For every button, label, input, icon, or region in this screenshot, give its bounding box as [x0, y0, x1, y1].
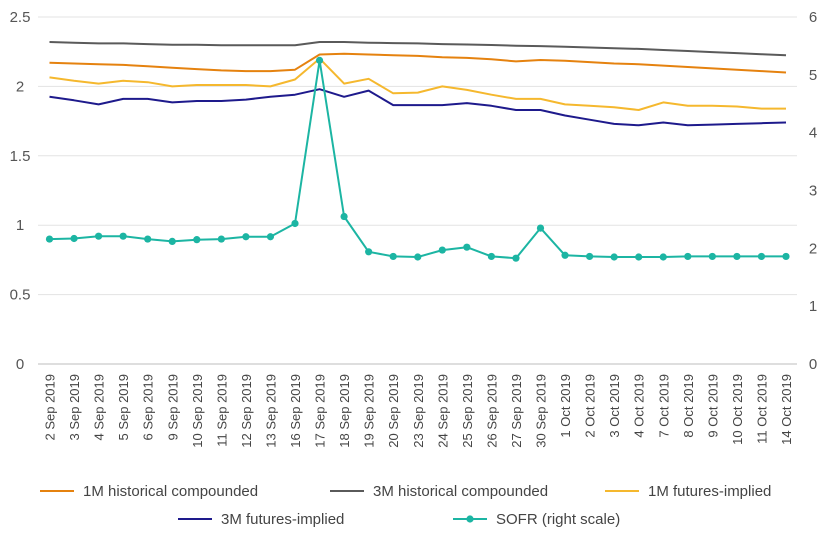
- gridlines: [38, 16, 797, 365]
- x-tick-label: 11 Sep 2019: [214, 374, 229, 447]
- data-point: [266, 233, 275, 241]
- data-point: [168, 237, 176, 245]
- x-tick-label: 2 Sep 2019: [43, 374, 58, 441]
- legend: 1M historical compounded 3M historical co…: [40, 483, 771, 528]
- data-point: [193, 236, 201, 244]
- data-point: [512, 254, 520, 262]
- legend-label: SOFR (right scale): [496, 511, 620, 528]
- x-tick-label: 24 Sep 2019: [435, 374, 450, 448]
- x-tick-label: 26 Sep 2019: [484, 374, 499, 448]
- left-tick-label: 2.5: [10, 9, 31, 26]
- data-point: [217, 235, 225, 243]
- data-point: [291, 219, 299, 228]
- x-tick-label: 10 Oct 2019: [730, 374, 745, 445]
- left-tick-label: 1.5: [10, 148, 31, 165]
- x-tick-label: 2 Oct 2019: [583, 374, 598, 438]
- data-point: [757, 252, 766, 261]
- data-point: [561, 251, 569, 259]
- data-point: [684, 252, 692, 261]
- data-point: [70, 234, 78, 243]
- data-point: [610, 253, 618, 261]
- data-point: [389, 252, 397, 261]
- x-tick-label: 6 Sep 2019: [141, 374, 156, 441]
- right-tick-label: 6: [809, 9, 817, 26]
- right-tick-label: 3: [809, 183, 817, 200]
- data-point: [414, 253, 422, 261]
- series-lines: [45, 41, 790, 262]
- right-tick-label: 2: [809, 240, 817, 257]
- series-line-3: [49, 88, 787, 127]
- x-tick-label: 8 Oct 2019: [681, 374, 696, 438]
- right-tick-label: 4: [809, 125, 817, 142]
- left-tick-label: 1: [16, 217, 24, 234]
- series-line-2: [49, 57, 786, 111]
- right-tick-label: 1: [809, 298, 817, 315]
- x-tick-label: 3 Oct 2019: [607, 374, 622, 438]
- x-tick-label: 4 Sep 2019: [92, 374, 107, 441]
- right-axis-ticks: 0 1 2 3 4 5 6: [809, 9, 817, 373]
- x-tick-label: 27 Sep 2019: [509, 374, 524, 448]
- data-point: [438, 246, 446, 254]
- x-axis-ticks: 2 Sep 2019 3 Sep 2019 4 Sep 2019 5 Sep 2019…: [43, 374, 795, 448]
- series-line-1: [49, 41, 787, 57]
- x-tick-label: 30 Sep 2019: [534, 374, 549, 448]
- x-tick-label: 12 Sep 2019: [239, 374, 254, 448]
- x-tick-label: 17 Sep 2019: [313, 374, 328, 448]
- legend-marker: [466, 515, 474, 523]
- data-point: [463, 243, 471, 251]
- data-point: [242, 233, 250, 241]
- data-point: [659, 253, 667, 261]
- x-tick-label: 20 Sep 2019: [386, 374, 401, 448]
- right-tick-label: 5: [809, 67, 817, 84]
- x-tick-label: 9 Oct 2019: [705, 374, 720, 438]
- data-point: [119, 232, 127, 240]
- legend-label: 1M historical compounded: [83, 483, 258, 500]
- left-tick-label: 0.5: [10, 287, 31, 304]
- x-tick-label: 13 Sep 2019: [263, 374, 278, 448]
- data-point: [315, 56, 324, 64]
- x-tick-label: 14 Oct 2019: [779, 374, 794, 445]
- series-line-0: [49, 52, 787, 74]
- x-tick-label: 11 Oct 2019: [754, 374, 769, 444]
- x-tick-label: 1 Oct 2019: [558, 374, 573, 438]
- data-point: [782, 252, 790, 261]
- data-point: [95, 232, 103, 240]
- data-point: [708, 252, 716, 261]
- x-tick-label: 3 Sep 2019: [67, 374, 82, 441]
- data-point: [635, 253, 643, 261]
- x-tick-label: 4 Oct 2019: [632, 374, 647, 438]
- data-point: [340, 212, 348, 221]
- data-point: [536, 224, 545, 232]
- data-point: [586, 252, 594, 261]
- x-tick-label: 16 Sep 2019: [288, 374, 303, 448]
- data-point: [365, 248, 373, 256]
- right-tick-label: 0: [809, 356, 817, 373]
- x-tick-label: 25 Sep 2019: [460, 374, 475, 448]
- series-line-4: [49, 59, 786, 260]
- x-tick-label: 9 Sep 2019: [165, 374, 180, 441]
- x-tick-label: 5 Sep 2019: [116, 374, 131, 441]
- legend-label: 1M futures-implied: [648, 483, 771, 500]
- legend-label: 3M historical compounded: [373, 483, 548, 500]
- legend-label: 3M futures-implied: [221, 511, 344, 528]
- left-axis-ticks: 0 0.5 1 1.5 2 2.5: [10, 9, 31, 373]
- x-tick-label: 23 Sep 2019: [411, 374, 426, 448]
- data-point: [144, 235, 152, 243]
- x-tick-label: 18 Sep 2019: [337, 374, 352, 448]
- data-point: [487, 252, 495, 261]
- x-tick-label: 7 Oct 2019: [656, 374, 671, 438]
- data-point: [45, 235, 54, 243]
- left-tick-label: 2: [16, 78, 24, 95]
- left-tick-label: 0: [16, 356, 24, 373]
- x-tick-label: 10 Sep 2019: [190, 374, 205, 448]
- x-tick-label: 19 Sep 2019: [362, 374, 377, 448]
- data-point: [733, 252, 741, 261]
